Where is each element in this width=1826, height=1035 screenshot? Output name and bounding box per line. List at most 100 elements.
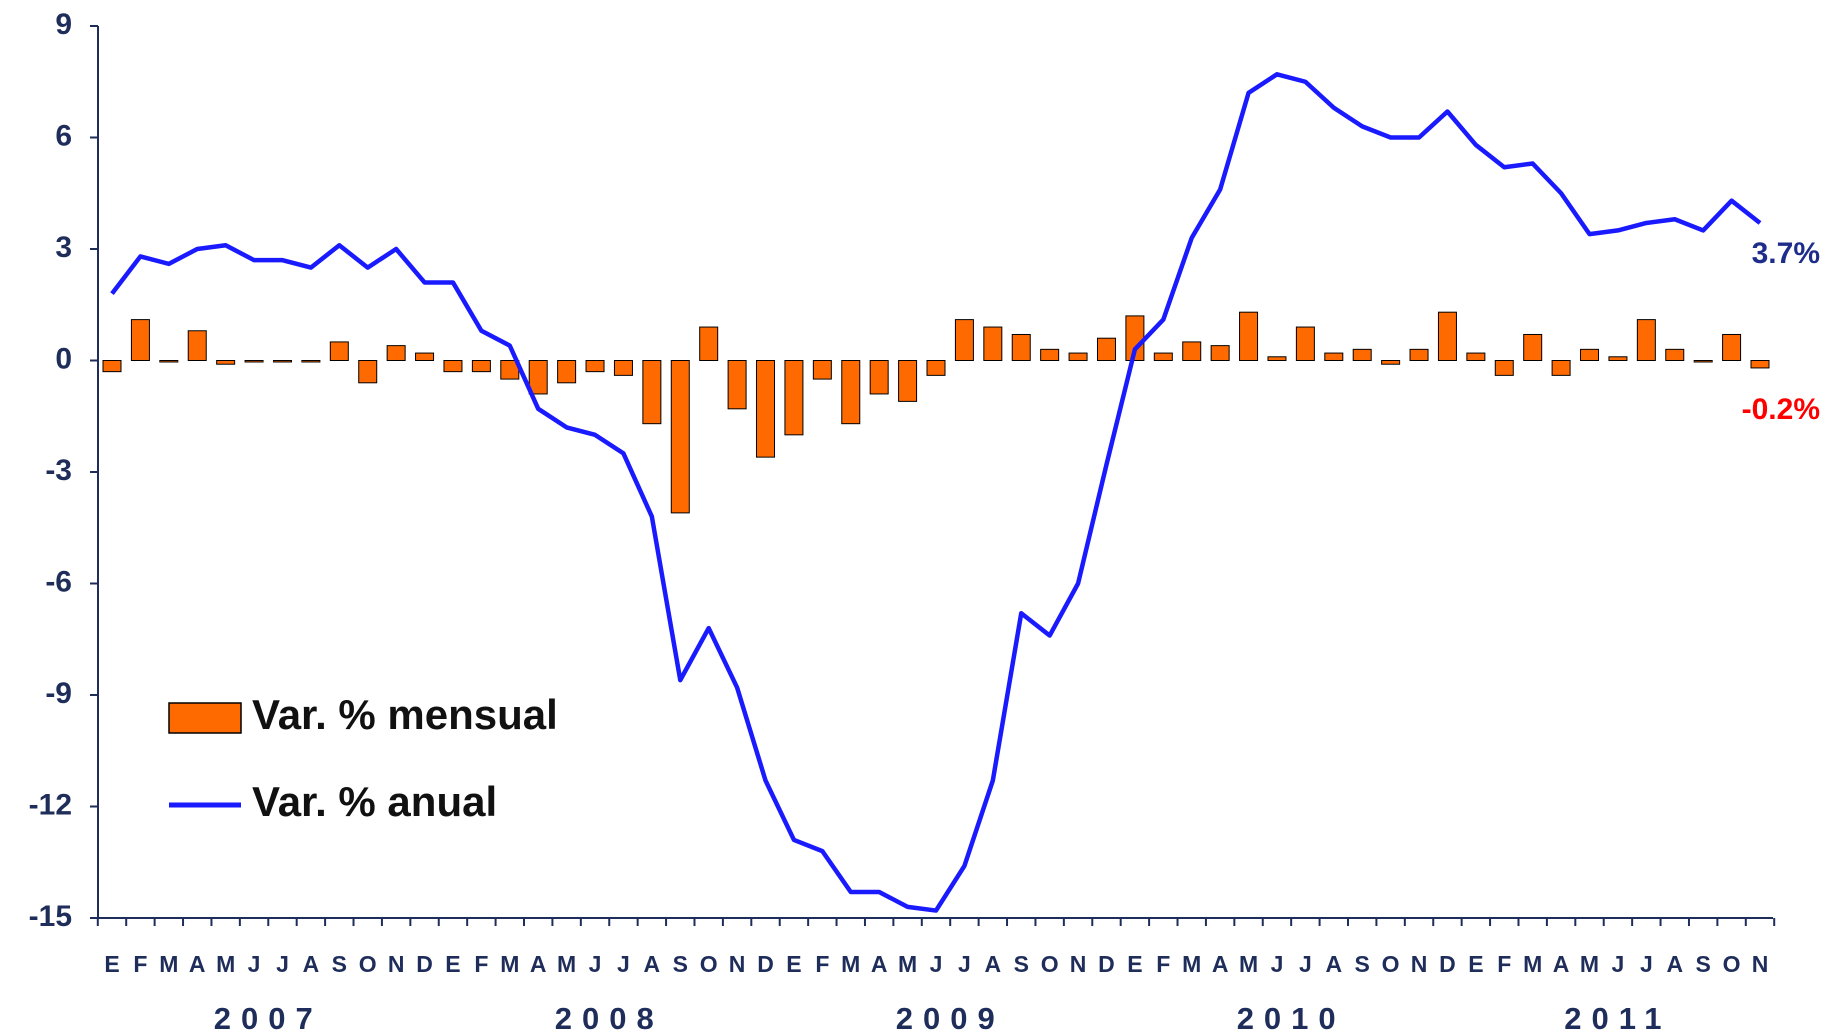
year-label: 2009 (896, 1001, 1005, 1035)
y-tick-label: -15 (29, 900, 72, 933)
bar (642, 360, 662, 425)
bar (386, 345, 406, 361)
y-tick-label: 6 (55, 119, 72, 152)
x-tick-label: F (1497, 951, 1511, 977)
x-tick-label: A (1553, 951, 1570, 977)
bar (585, 360, 605, 373)
bar (1494, 360, 1514, 376)
x-tick-label: A (871, 951, 888, 977)
bar (727, 360, 747, 410)
bar (983, 326, 1003, 361)
bar (1182, 341, 1202, 361)
x-tick-label: F (133, 951, 147, 977)
year-label: 2007 (214, 1001, 323, 1035)
x-tick-label: F (1156, 951, 1170, 977)
x-tick-label: A (303, 951, 320, 977)
x-tick-label: D (1098, 951, 1115, 977)
bar (869, 360, 889, 395)
bar (471, 360, 491, 373)
bar (1040, 348, 1060, 362)
bar (244, 360, 264, 363)
bar (358, 360, 378, 384)
bar (1750, 360, 1770, 369)
bar (443, 360, 463, 373)
bar (216, 360, 236, 365)
x-tick-label: N (1752, 951, 1769, 977)
y-tick-label: -9 (45, 677, 72, 710)
y-tick-label: 0 (55, 342, 72, 375)
x-tick-label: J (617, 951, 630, 977)
bar (1324, 352, 1344, 362)
x-tick-label: M (557, 951, 576, 977)
x-tick-label: O (1723, 951, 1741, 977)
x-tick-label: A (530, 951, 547, 977)
bar (329, 341, 349, 361)
x-tick-label: N (1411, 951, 1428, 977)
x-tick-label: J (248, 951, 261, 977)
x-tick-label: S (332, 951, 347, 977)
x-tick-label: D (757, 951, 774, 977)
x-tick-label: O (359, 951, 377, 977)
bar (1665, 348, 1685, 362)
bar (102, 360, 122, 373)
legend-label: Var. % anual (252, 778, 497, 825)
bar (415, 352, 435, 362)
bar (1381, 360, 1401, 365)
x-tick-label: E (1127, 951, 1142, 977)
bar (1523, 333, 1543, 362)
y-tick-label: -12 (29, 788, 72, 821)
bar (159, 360, 179, 363)
x-tick-label: N (1070, 951, 1087, 977)
x-tick-label: D (416, 951, 433, 977)
bar (1153, 352, 1173, 362)
x-tick-label: A (985, 951, 1002, 977)
x-tick-label: D (1439, 951, 1456, 977)
bar (613, 360, 633, 376)
bar (841, 360, 861, 425)
x-tick-label: F (815, 951, 829, 977)
bar (1636, 319, 1656, 362)
bar (528, 360, 548, 395)
x-tick-label: O (1041, 951, 1059, 977)
bar (1210, 345, 1230, 361)
x-tick-label: J (1640, 951, 1653, 977)
legend-label: Var. % mensual (252, 691, 558, 738)
x-tick-label: J (958, 951, 971, 977)
x-tick-label: M (898, 951, 917, 977)
bar (784, 360, 804, 436)
bar (926, 360, 946, 376)
bar (1267, 356, 1287, 361)
x-tick-label: M (1239, 951, 1258, 977)
x-tick-label: M (841, 951, 860, 977)
x-tick-label: O (700, 951, 718, 977)
bar (954, 319, 974, 362)
bar (1295, 326, 1315, 361)
bar (1096, 337, 1116, 362)
x-tick-label: J (589, 951, 602, 977)
bar (1352, 348, 1372, 362)
x-tick-label: O (1382, 951, 1400, 977)
x-tick-label: J (1612, 951, 1625, 977)
y-tick-label: -6 (45, 565, 72, 598)
x-tick-label: E (786, 951, 801, 977)
x-tick-label: J (1271, 951, 1284, 977)
bar (1068, 352, 1088, 362)
bar (670, 360, 690, 514)
y-tick-label: -3 (45, 454, 72, 487)
x-tick-label: M (1182, 951, 1201, 977)
bar (1580, 348, 1600, 362)
x-tick-label: J (276, 951, 289, 977)
bar (1409, 348, 1429, 362)
line (110, 72, 1762, 913)
year-label: 2008 (555, 1001, 664, 1035)
bar (1722, 333, 1742, 362)
x-tick-label: S (1014, 951, 1029, 977)
x-tick-label: E (445, 951, 460, 977)
bar (1693, 360, 1713, 363)
x-tick-label: E (1468, 951, 1483, 977)
bar (557, 360, 577, 384)
x-tick-label: N (729, 951, 746, 977)
x-tick-label: F (474, 951, 488, 977)
bar (1437, 311, 1457, 361)
